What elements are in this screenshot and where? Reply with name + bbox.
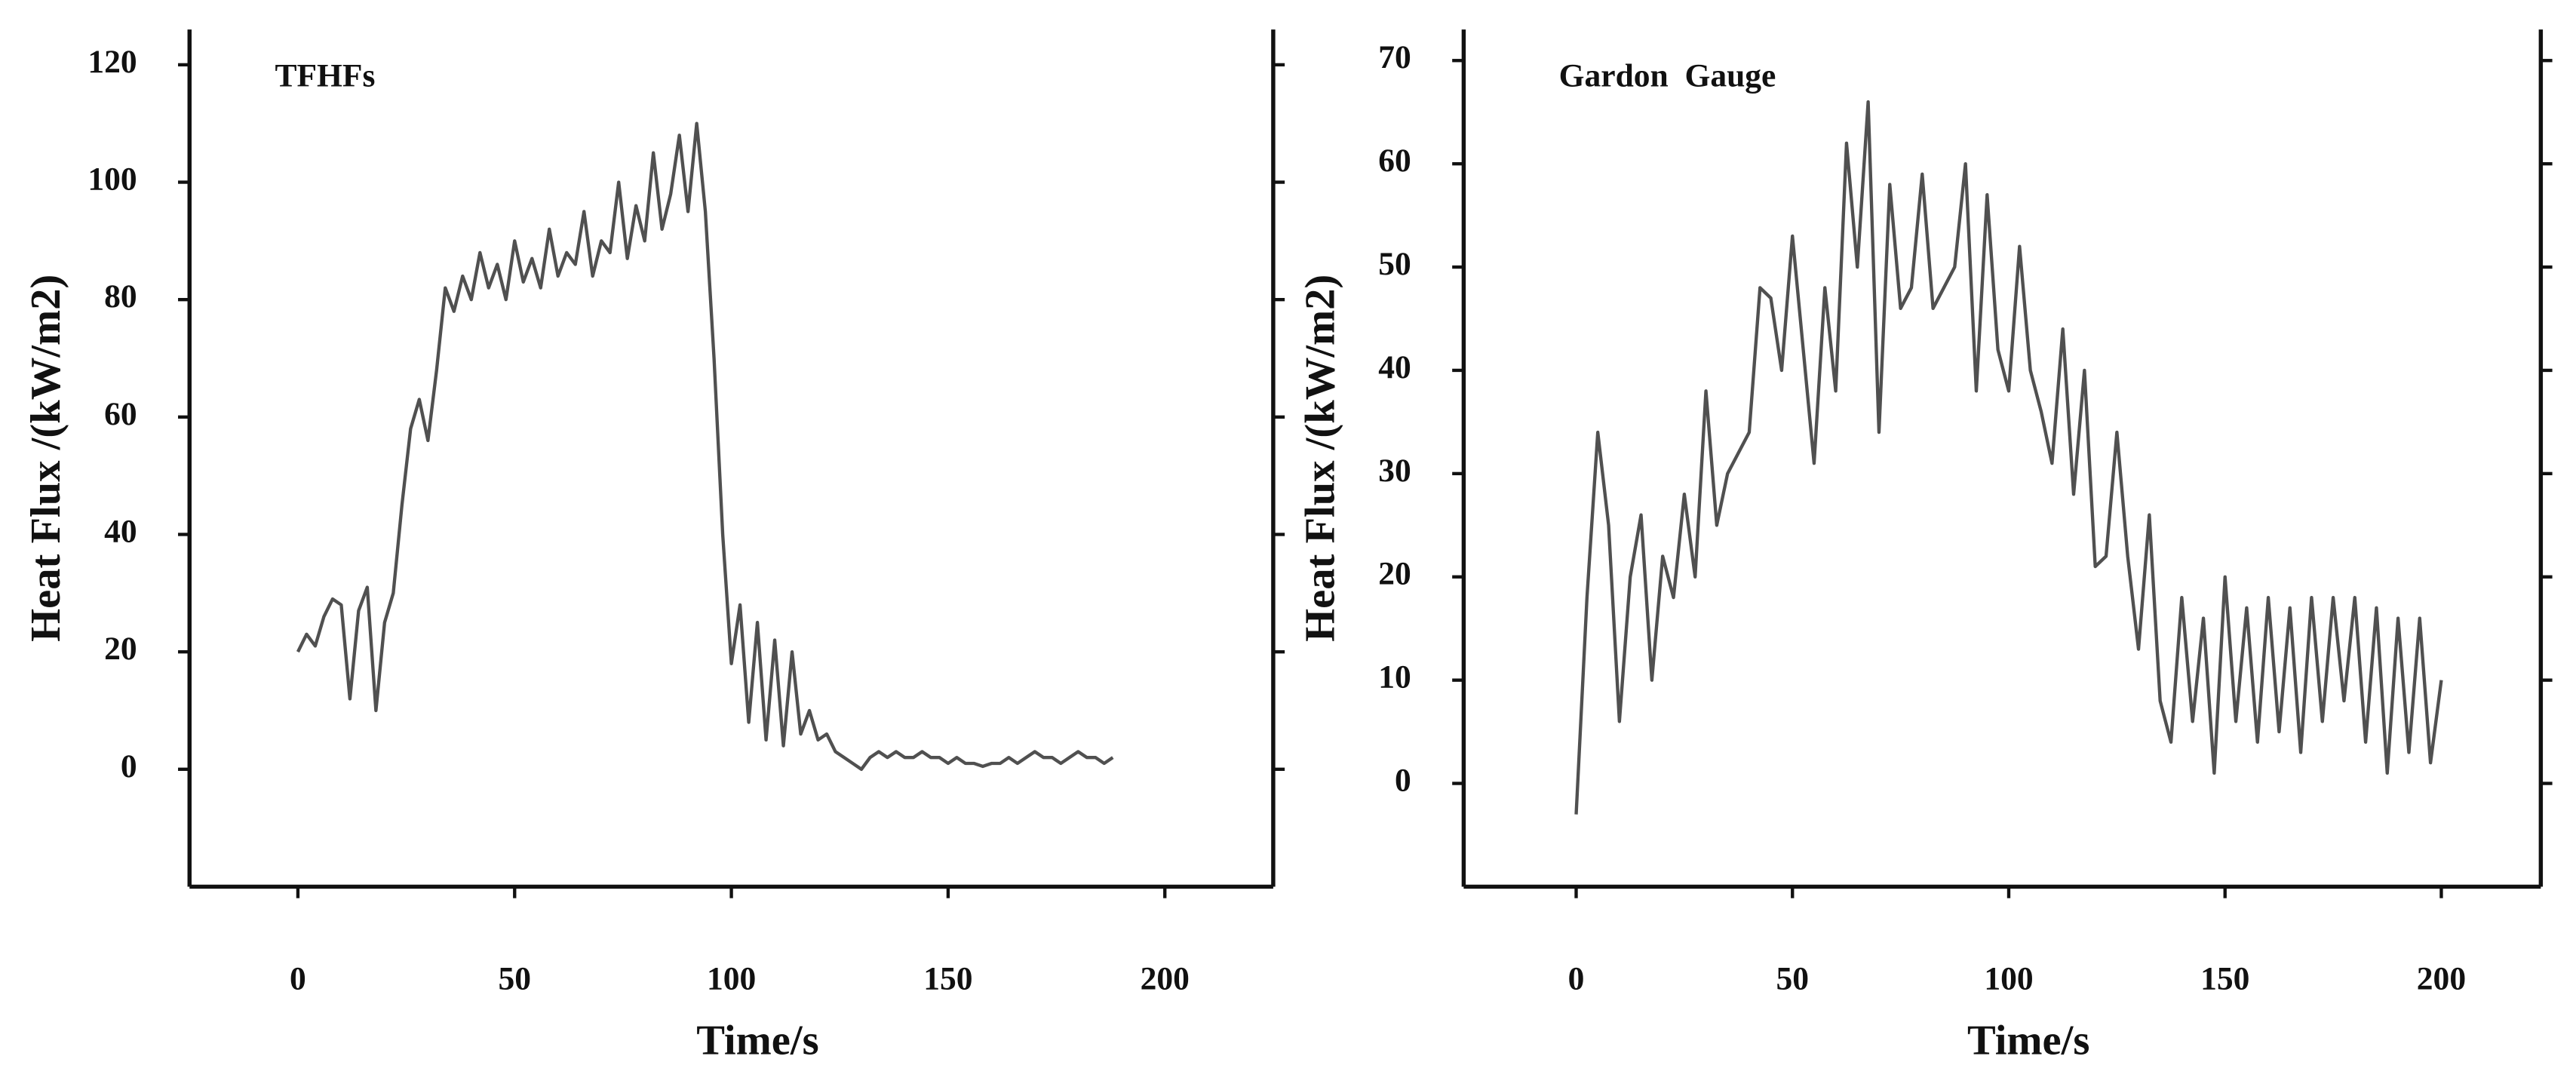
y-tick-label: 100 xyxy=(88,161,137,198)
y-axis-label: Heat Flux /(kW/m2) xyxy=(23,275,69,642)
panel-title: Gardon Gauge xyxy=(1559,57,1776,94)
y-tick-label: 60 xyxy=(1378,143,1411,179)
x-tick-label: 150 xyxy=(2200,961,2249,997)
x-tick-label: 50 xyxy=(1776,961,1809,997)
x-tick-label: 200 xyxy=(2417,961,2466,997)
x-tick-label: 150 xyxy=(923,961,972,997)
y-tick-label: 0 xyxy=(121,748,137,785)
y-axis-label: Heat Flux /(kW/m2) xyxy=(1297,275,1343,642)
x-tick-label: 0 xyxy=(290,961,306,997)
x-tick-label: 0 xyxy=(1568,961,1585,997)
y-tick-label: 40 xyxy=(104,513,137,549)
y-tick-label: 50 xyxy=(1378,246,1411,282)
x-tick-label: 200 xyxy=(1141,961,1190,997)
x-axis-label: Time/s xyxy=(696,1017,818,1064)
x-tick-label: 50 xyxy=(498,961,531,997)
y-tick-label: 20 xyxy=(104,631,137,667)
y-tick-label: 70 xyxy=(1378,39,1411,75)
x-tick-label: 100 xyxy=(1984,961,2033,997)
y-tick-label: 80 xyxy=(104,278,137,315)
data-line xyxy=(1574,100,2443,815)
y-tick-label: 120 xyxy=(88,44,137,80)
y-tick-label: 30 xyxy=(1378,453,1411,489)
y-tick-label: 20 xyxy=(1378,556,1411,592)
y-tick-label: 0 xyxy=(1395,763,1411,799)
x-axis-label: Time/s xyxy=(1967,1017,2089,1064)
x-tick-label: 100 xyxy=(707,961,756,997)
y-tick-label: 40 xyxy=(1378,349,1411,385)
y-tick-label: 10 xyxy=(1378,659,1411,695)
data-line xyxy=(296,121,1114,771)
y-tick-label: 60 xyxy=(104,396,137,432)
panel-title: TFHFs xyxy=(275,57,375,94)
